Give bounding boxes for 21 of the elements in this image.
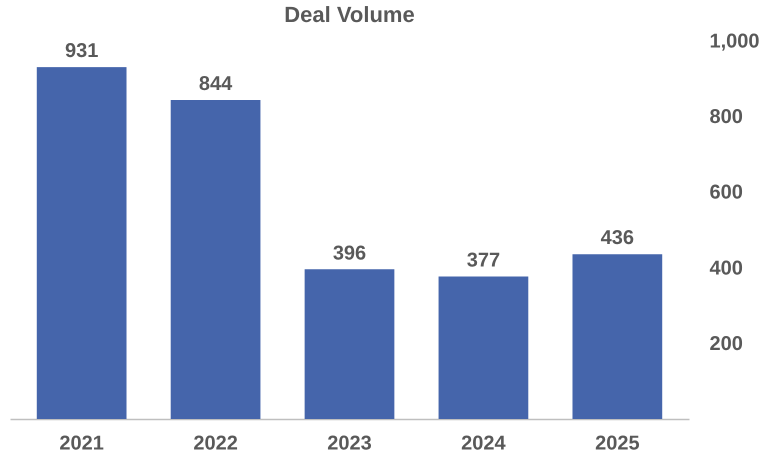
- bar: [170, 100, 260, 419]
- bar: [572, 254, 662, 419]
- y-tick-label: 1,000: [710, 30, 760, 52]
- y-tick-label: 400: [710, 257, 743, 280]
- y-tick-label: 800: [710, 106, 743, 128]
- bar: [304, 269, 394, 419]
- x-tick-label: 2021: [59, 432, 104, 454]
- y-tick-label: 600: [710, 182, 743, 204]
- x-tick-label: 2025: [595, 432, 640, 454]
- x-tick-label: 2023: [327, 432, 372, 454]
- data-label: 931: [64, 40, 98, 62]
- y-tick-label: 200: [710, 332, 743, 355]
- x-tick-label: 2022: [193, 432, 238, 454]
- data-label: 844: [198, 72, 234, 95]
- bar: [36, 67, 127, 419]
- chart-title: Deal Volume: [284, 2, 415, 27]
- data-label: 377: [466, 249, 500, 272]
- data-label: 436: [600, 227, 634, 250]
- x-tick-label: 2024: [461, 432, 507, 454]
- data-label: 396: [332, 242, 366, 264]
- bar: [438, 276, 528, 419]
